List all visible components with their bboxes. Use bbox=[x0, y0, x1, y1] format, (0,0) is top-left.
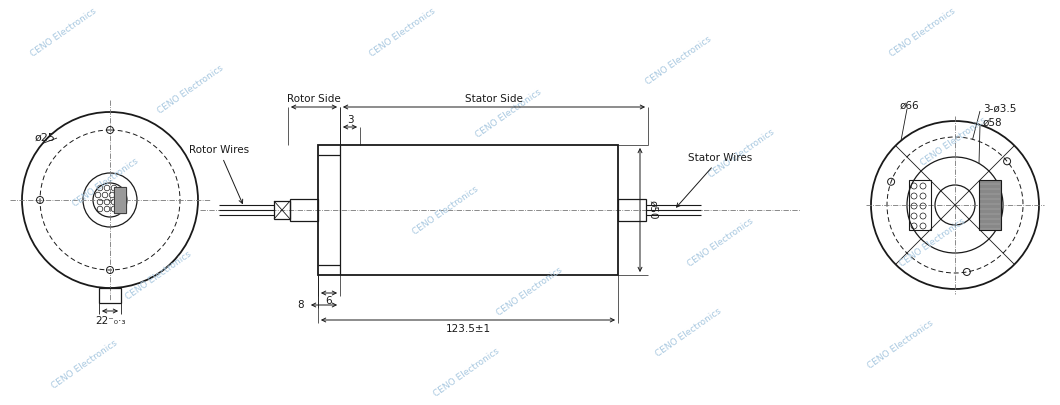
Text: CENO Electronics: CENO Electronics bbox=[898, 217, 968, 269]
Text: Stator Wires: Stator Wires bbox=[676, 153, 753, 207]
Text: CENO Electronics: CENO Electronics bbox=[156, 63, 226, 115]
Text: CENO Electronics: CENO Electronics bbox=[474, 87, 544, 139]
Text: 123.5±1: 123.5±1 bbox=[445, 324, 491, 334]
Text: CENO Electronics: CENO Electronics bbox=[431, 347, 501, 399]
Polygon shape bbox=[114, 187, 126, 213]
Bar bbox=[318, 145, 618, 275]
Text: Stator Side: Stator Side bbox=[465, 94, 523, 104]
Text: CENO Electronics: CENO Electronics bbox=[124, 249, 194, 301]
Bar bbox=[99, 288, 121, 303]
Bar bbox=[114, 187, 126, 213]
Text: CENO Electronics: CENO Electronics bbox=[866, 318, 936, 370]
Bar bbox=[979, 180, 1001, 230]
Text: 6: 6 bbox=[325, 296, 333, 306]
Text: CENO Electronics: CENO Electronics bbox=[71, 156, 141, 208]
Text: 22⁻₀·₃: 22⁻₀·₃ bbox=[94, 316, 125, 326]
Text: 3: 3 bbox=[347, 115, 353, 125]
Text: CENO Electronics: CENO Electronics bbox=[410, 185, 480, 237]
Text: 8: 8 bbox=[298, 300, 304, 310]
Text: CENO Electronics: CENO Electronics bbox=[707, 128, 777, 180]
Bar bbox=[290, 199, 318, 221]
Text: CENO Electronics: CENO Electronics bbox=[368, 6, 438, 58]
Text: ø66: ø66 bbox=[900, 101, 920, 111]
Text: CENO Electronics: CENO Electronics bbox=[919, 116, 989, 168]
Text: CENO Electronics: CENO Electronics bbox=[887, 6, 957, 58]
Bar bbox=[909, 180, 931, 230]
Text: CENO Electronics: CENO Electronics bbox=[29, 6, 99, 58]
Text: Rotor Side: Rotor Side bbox=[287, 94, 341, 104]
Text: ø25: ø25 bbox=[34, 133, 55, 143]
Text: CENO Electronics: CENO Electronics bbox=[654, 306, 724, 358]
Text: CENO Electronics: CENO Electronics bbox=[686, 217, 756, 269]
Text: CENO Electronics: CENO Electronics bbox=[495, 266, 565, 318]
Text: CENO Electronics: CENO Electronics bbox=[643, 35, 713, 87]
Text: 3-ø3.5: 3-ø3.5 bbox=[983, 104, 1017, 114]
Text: ø58: ø58 bbox=[983, 118, 1003, 128]
Text: ø50: ø50 bbox=[648, 200, 658, 220]
Bar bbox=[618, 199, 646, 221]
Bar bbox=[273, 201, 290, 219]
Text: CENO Electronics: CENO Electronics bbox=[50, 339, 120, 390]
Text: Rotor Wires: Rotor Wires bbox=[189, 145, 249, 203]
